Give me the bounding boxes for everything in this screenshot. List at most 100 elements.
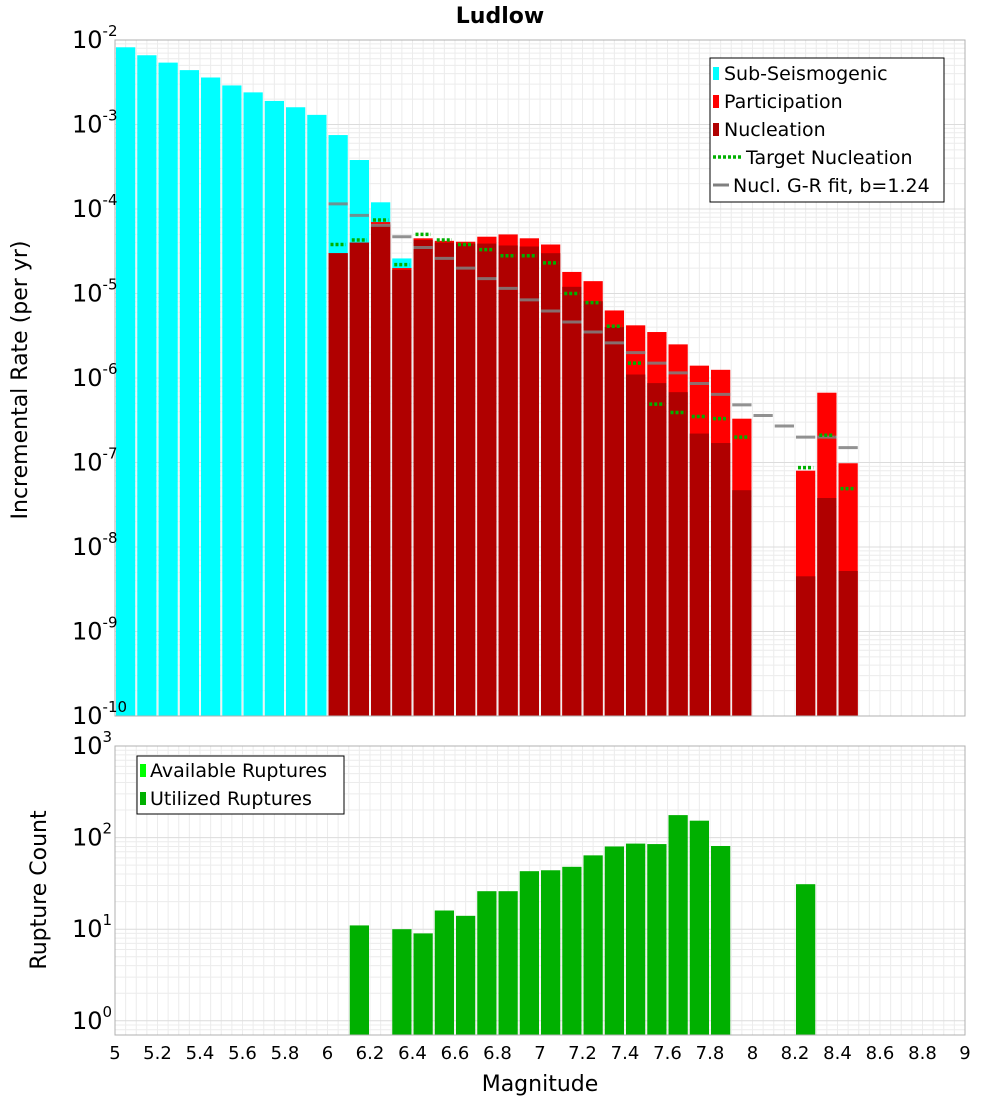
sub-seismogenic-bar (158, 62, 178, 716)
utilized-ruptures-bar (498, 891, 518, 1035)
sub-seismogenic-bar (201, 77, 221, 716)
legend-swatch (140, 764, 146, 777)
utilized-ruptures-bar (456, 915, 476, 1035)
y-tick-label: 10-4 (72, 191, 118, 223)
nucleation-bar (604, 327, 624, 716)
x-tick-label: 6 (322, 1043, 333, 1064)
nucleation-bar (711, 443, 731, 716)
y-tick-label: 10-2 (72, 22, 118, 54)
utilized-ruptures-bar (477, 891, 497, 1035)
nucleation-bar (477, 243, 497, 716)
nucleation-bar (434, 242, 454, 716)
y-tick-label: 10-8 (72, 529, 118, 561)
nucleation-bar (796, 576, 816, 716)
top-lines (328, 202, 858, 491)
y-tick-label: 101 (72, 911, 112, 943)
x-tick-label: 5.6 (228, 1043, 257, 1064)
x-tick-label: 7.6 (653, 1043, 682, 1064)
chart-title: Ludlow (456, 4, 544, 29)
x-tick-label: 8.4 (823, 1043, 852, 1064)
x-tick-label: 7.4 (611, 1043, 640, 1064)
legend-label: Available Ruptures (150, 760, 327, 782)
x-tick-label: 8.2 (781, 1043, 810, 1064)
legend-label: Target Nucleation (745, 147, 913, 169)
sub-seismogenic-bar (116, 47, 136, 716)
utilized-ruptures-bar (434, 910, 454, 1035)
utilized-ruptures-bar (519, 871, 539, 1035)
sub-seismogenic-bar (179, 70, 199, 716)
nucleation-bar (498, 245, 518, 716)
nucleation-bar (371, 224, 391, 716)
utilized-ruptures-bar (583, 855, 603, 1035)
bottom-legend: Available Ruptures Utilized Ruptures (136, 755, 345, 815)
nucleation-bar (626, 374, 646, 716)
utilized-ruptures-bar (796, 884, 816, 1035)
utilized-ruptures-bar (668, 815, 688, 1035)
bottom-panel: 100 101 102 103 5 5.2 5.4 5.6 5.8 6 6.2 6.4 6.6 6.8 7… (27, 728, 971, 1097)
y-tick-label: 103 (72, 728, 112, 760)
nucleation-bar (838, 570, 858, 716)
legend-box (709, 57, 945, 203)
utilized-ruptures-bar (562, 866, 582, 1035)
top-y-axis-label: Incremental Rate (per yr) (8, 241, 33, 520)
nucleation-bar (689, 433, 709, 716)
y-tick-label: 10-9 (72, 614, 118, 646)
x-tick-label: 8.8 (908, 1043, 937, 1064)
x-tick-label: 6.4 (398, 1043, 427, 1064)
y-tick-label: 10-7 (72, 445, 118, 477)
bottom-bars (349, 815, 816, 1035)
legend-box (136, 755, 345, 815)
x-tick-label: 7.2 (568, 1043, 597, 1064)
nucleation-bar (349, 242, 369, 716)
nucleation-bar (583, 301, 603, 716)
sub-seismogenic-bar (286, 107, 306, 716)
nucleation-bar (413, 239, 433, 716)
x-tick-label: 6.8 (483, 1043, 512, 1064)
x-axis-label: Magnitude (482, 1072, 599, 1097)
nucleation-bar (732, 490, 752, 716)
utilized-ruptures-bar (604, 846, 624, 1035)
nucleation-bar (668, 392, 688, 716)
utilized-ruptures-bar (413, 933, 433, 1035)
x-tick-label: 5 (109, 1043, 120, 1064)
x-tick-label: 9 (959, 1043, 970, 1064)
nucleation-bar (392, 269, 412, 716)
y-tick-label: 10-3 (72, 107, 118, 139)
sub-seismogenic-bar (137, 55, 157, 716)
x-tick-label: 5.2 (143, 1043, 172, 1064)
nucleation-bar (541, 253, 561, 716)
nucleation-bar (519, 246, 539, 716)
y-tick-label: 102 (72, 820, 112, 852)
top-y-tick-labels: 10-10 10-9 10-8 10-7 10-6 10-5 10-4 10-3 10-2 (72, 22, 127, 730)
nucleation-bar (562, 286, 582, 716)
utilized-ruptures-bar (626, 843, 646, 1035)
y-tick-label: 10-10 (72, 698, 127, 730)
utilized-ruptures-bar (689, 820, 709, 1035)
x-tick-label: 6.6 (441, 1043, 470, 1064)
x-tick-labels: 5 5.2 5.4 5.6 5.8 6 6.2 6.4 6.6 6.8 7 7.2 7.4 7.6 7.8 8… (109, 1043, 970, 1064)
x-tick-label: 7 (534, 1043, 545, 1064)
legend-label: Nucleation (724, 119, 826, 141)
nucleation-bar (456, 243, 476, 716)
sub-seismogenic-bar (222, 85, 242, 716)
legend-label: Participation (724, 91, 843, 113)
utilized-ruptures-bar (711, 845, 731, 1035)
x-tick-label: 5.8 (271, 1043, 300, 1064)
legend-swatch (713, 95, 719, 108)
sub-seismogenic-bar (264, 100, 284, 716)
nucleation-bar (817, 498, 837, 716)
utilized-ruptures-bar (392, 929, 412, 1035)
x-tick-label: 8.6 (866, 1043, 895, 1064)
legend-swatch (140, 792, 146, 805)
sub-seismogenic-bar (307, 114, 327, 716)
top-legend: Sub-Seismogenic Participation Nucleation Ta… (709, 57, 945, 203)
legend-swatch (713, 123, 719, 136)
legend-label: Nucl. G-R fit, b=1.24 (733, 175, 930, 197)
utilized-ruptures-bar (647, 844, 667, 1035)
sub-seismogenic-bar (243, 92, 263, 716)
bottom-y-axis-label: Rupture Count (27, 810, 52, 970)
y-tick-label: 100 (72, 1003, 112, 1035)
top-bars (116, 47, 858, 716)
nucleation-bar (328, 253, 348, 716)
